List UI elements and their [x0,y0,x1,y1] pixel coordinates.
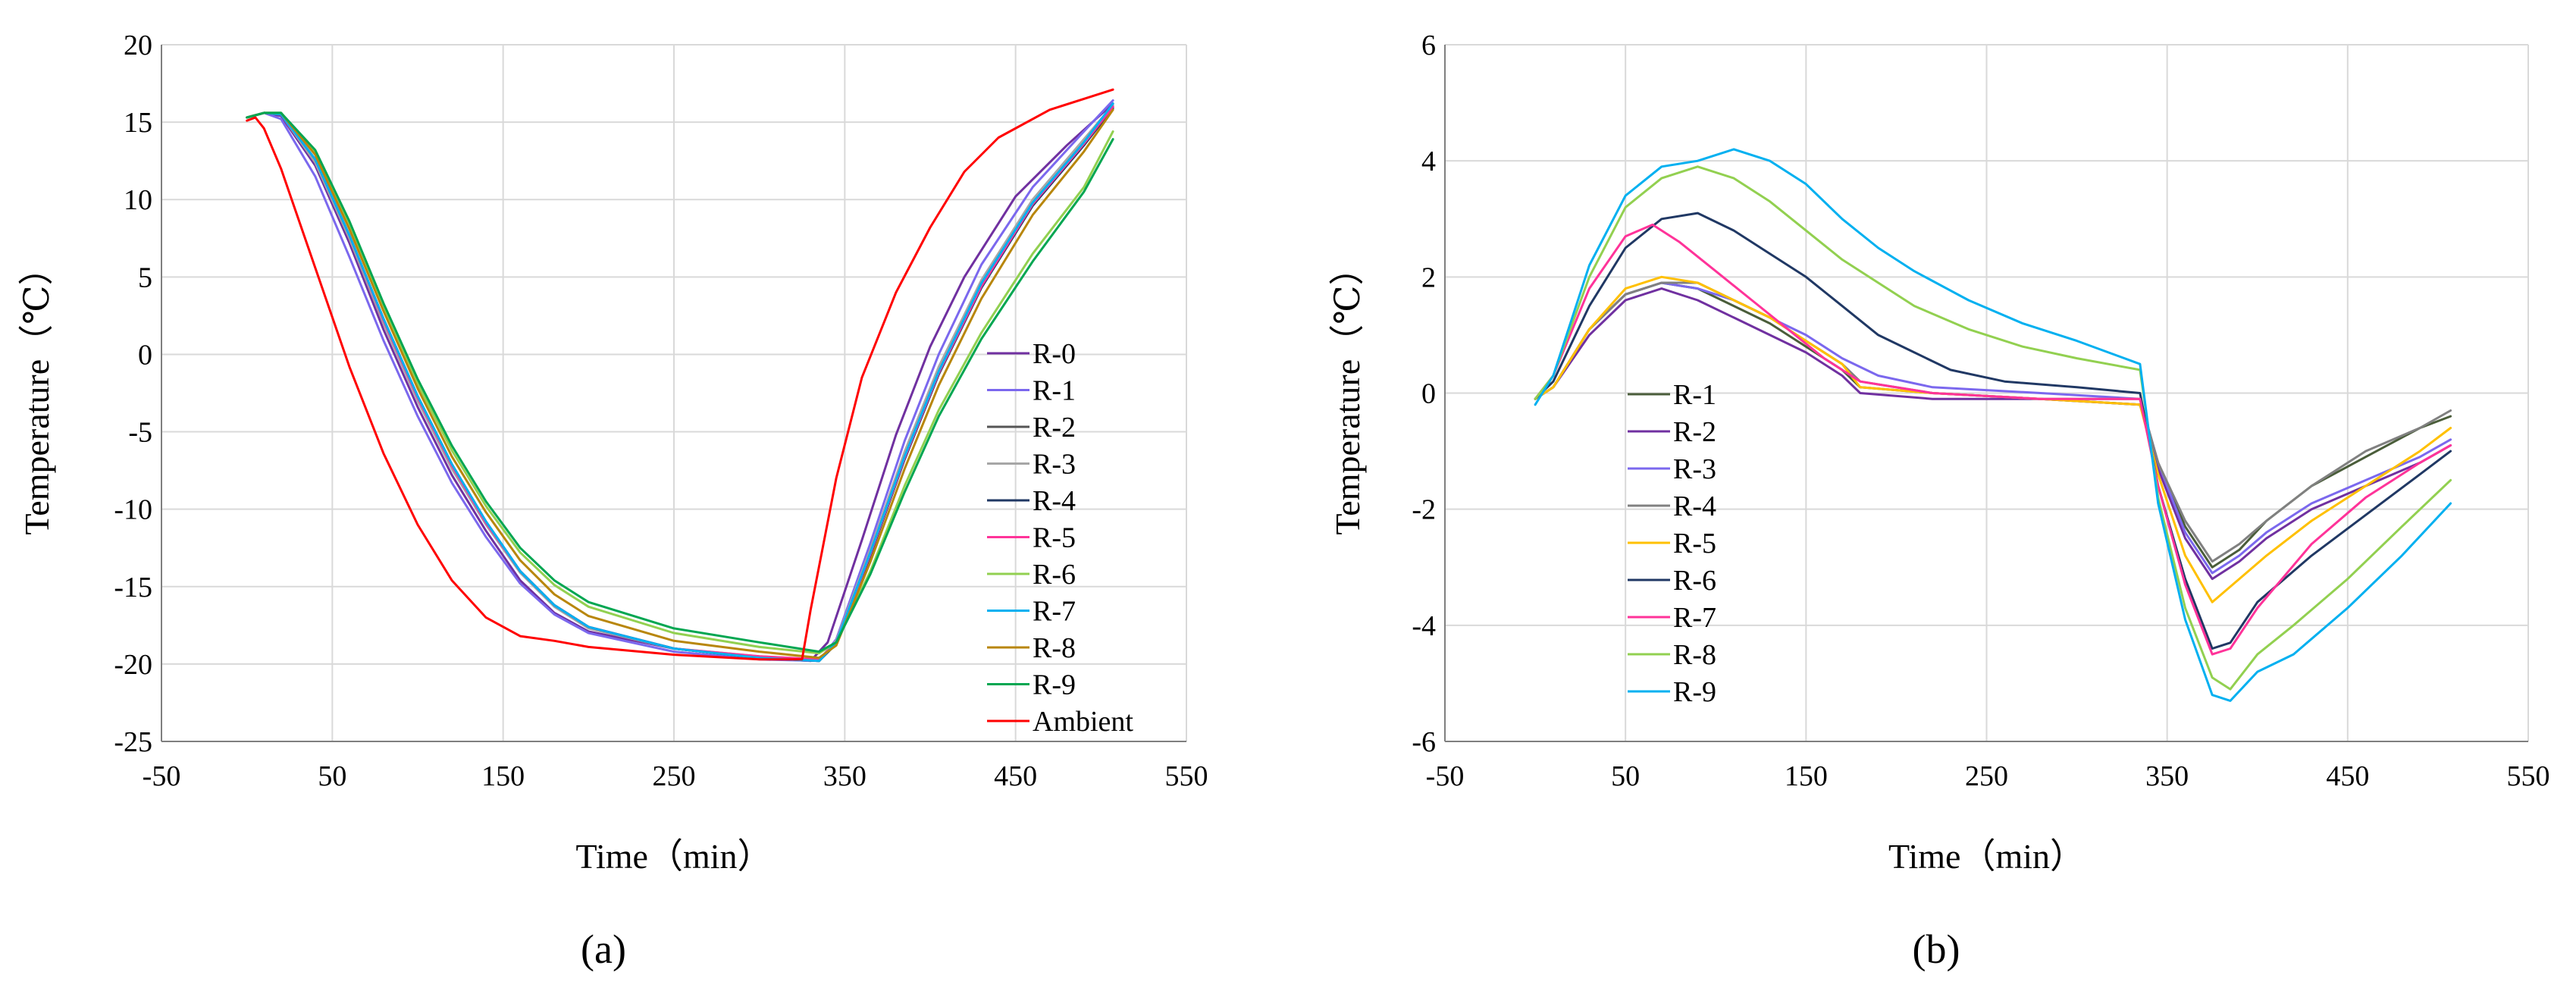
chart-a-y-tick-label: -5 [128,417,152,449]
chart-a-x-tick-label: 250 [653,760,696,792]
chart-a-legend-label: R-6 [1033,559,1076,591]
chart-a-series-ambient [246,88,1114,661]
chart-b-series-r-8 [1534,165,2452,691]
chart-a-series-r-2 [246,105,1114,663]
chart-a-series-r-7 [246,102,1114,663]
chart-a-y-tick-label: 0 [138,339,152,371]
chart-b-legend-label: R-2 [1673,416,1716,448]
chart-a-legend-label: R-3 [1033,449,1076,481]
chart-b-legend-label: R-4 [1673,490,1716,522]
chart-b-legend-label: R-7 [1673,602,1716,634]
chart-a-legend-label: R-2 [1033,412,1076,443]
chart-b-legend-label: R-3 [1673,453,1716,485]
chart-a-series-r-1 [246,99,1114,663]
chart-a-y-tick-label: -10 [114,494,152,526]
chart-b-series-r-9 [1534,148,2452,702]
chart-b-y-tick-label: 4 [1421,146,1436,177]
chart-b-legend-label: R-1 [1673,379,1716,411]
chart-b-x-tick-label: 50 [1611,760,1640,792]
chart-a-series-r-4 [246,107,1114,663]
chart-b-x-tick-label: 350 [2145,760,2189,792]
chart-a-series-r-0 [246,102,1114,663]
chart-a-y-tick-label: 20 [124,30,152,61]
chart-a-x-tick-label: 450 [994,760,1037,792]
chart-b-panel-label: (b) [1913,926,1960,972]
chart-a-x-tick-label: 50 [318,760,346,792]
chart-b-x-tick-label: 550 [2507,760,2550,792]
chart-b-x-tick-label: -50 [1426,760,1465,792]
chart-a-legend-label: R-8 [1033,632,1076,664]
chart-b-y-tick-label: 0 [1421,378,1436,410]
chart-a-legend-label: R-7 [1033,596,1076,628]
chart-b-series-r-6 [1534,212,2452,650]
chart-a-series-r-6 [246,111,1114,655]
chart-b-series-r-7 [1534,223,2452,656]
chart-b-legend-label: R-8 [1673,639,1716,671]
chart-a-x-tick-label: 550 [1165,760,1208,792]
chart-b-y-tick-label: 2 [1421,262,1436,293]
chart-b-x-tick-label: 450 [2326,760,2369,792]
chart-a-y-tick-label: -20 [114,649,152,681]
chart-a-legend-label: R-4 [1033,485,1076,517]
chart-a-x-tick-label: -50 [143,760,181,792]
chart-a-series-r-9 [246,111,1114,653]
chart-a-legend-label: R-5 [1033,522,1076,554]
chart-a-series-r-3 [246,104,1114,661]
chart-b-x-tick-label: 150 [1785,760,1828,792]
chart-a-x-tick-label: 150 [481,760,525,792]
chart-a-y-axis-title: Temperature（℃） [17,250,56,534]
chart-a-series-r-8 [246,108,1114,660]
chart-a: -50 50 150 250 350 450 550-25-20-15-10-5051015… [17,30,1208,972]
chart-b-series-r-2 [1534,287,2452,581]
chart-a-legend-label: R-9 [1033,669,1076,701]
chart-a-y-tick-label: 10 [124,184,152,216]
chart-b-y-tick-label: 6 [1421,30,1436,61]
chart-a-panel-label: (a) [581,926,626,972]
chart-b-legend-label: R-5 [1673,528,1716,559]
chart-a-legend-label: Ambient [1033,706,1133,738]
chart-b-x-axis-title: Time（min） [1888,837,2085,876]
chart-a-x-axis-title: Time（min） [575,837,772,876]
chart-a-y-tick-label: 15 [124,107,152,139]
chart-a-legend-label: R-1 [1033,375,1076,407]
chart-a-series-r-5 [246,105,1114,661]
chart-b-legend-label: R-6 [1673,565,1716,597]
chart-b: -50 50 150 250 350 450 550 -6 -4 -2 0 2 4 6 R-1 R-2 R-3 R… [1328,30,2550,972]
chart-a-legend-label: R-0 [1033,338,1076,370]
chart-b-legend-label: R-9 [1673,676,1716,708]
chart-b-y-tick-label: -2 [1412,494,1436,526]
chart-b-y-tick-label: -4 [1412,610,1436,642]
chart-a-y-tick-label: 5 [138,262,152,293]
chart-b-y-tick-label: -6 [1412,726,1436,758]
chart-a-x-tick-label: 350 [823,760,867,792]
chart-a-y-tick-label: -15 [114,572,152,603]
chart-b-y-axis-title: Temperature（℃） [1328,250,1367,534]
chart-b-x-tick-label: 250 [1965,760,2008,792]
chart-a-y-tick-label: -25 [114,726,152,758]
